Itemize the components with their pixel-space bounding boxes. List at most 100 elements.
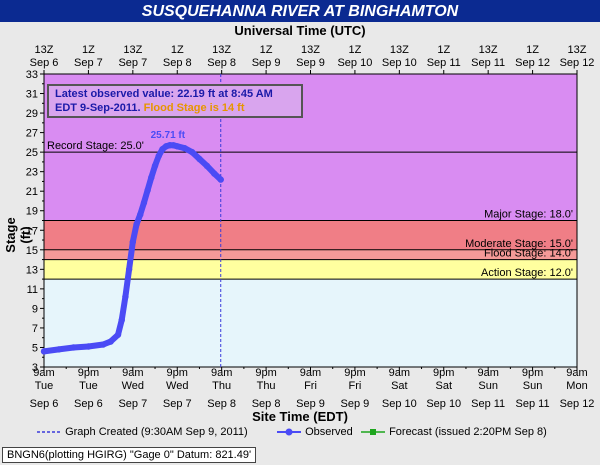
- y-tick-label-9: 21: [26, 186, 38, 198]
- top-tick-label-date-10: Sep 11: [471, 57, 505, 69]
- observed-point-8: [122, 293, 129, 300]
- bottom-tick-label-time-11: 9pm: [522, 367, 543, 379]
- moderate-zone: [44, 249, 577, 260]
- observed-point-13: [140, 199, 148, 207]
- top-tick-label-date-8: Sep 10: [382, 57, 417, 69]
- top-tick-label-time-6: 13Z: [301, 44, 320, 56]
- bottom-tick-label-day-4: Thu: [212, 380, 231, 392]
- y-tick-label-12: 27: [26, 128, 38, 140]
- observed-point-28: [217, 176, 224, 183]
- y-tick-label-3: 9: [32, 303, 38, 315]
- top-tick-label-time-7: 1Z: [348, 44, 361, 56]
- bottom-axis-title: Site Time (EDT): [252, 409, 348, 424]
- forecast-line-icon: [361, 429, 385, 436]
- top-tick-label-time-12: 13Z: [568, 44, 587, 56]
- top-tick-label-time-3: 1Z: [171, 44, 184, 56]
- bottom-tick-label-date-5: Sep 8: [252, 398, 281, 410]
- peak-label: 25.71 ft: [151, 130, 186, 141]
- observed-point-6: [114, 331, 122, 338]
- bottom-tick-label-time-1: 9pm: [78, 367, 99, 379]
- bottom-tick-label-day-5: Thu: [257, 380, 276, 392]
- bottom-tick-label-time-6: 9am: [300, 367, 321, 379]
- bottom-tick-label-time-10: 9am: [477, 367, 498, 379]
- top-tick-label-date-11: Sep 12: [515, 57, 550, 69]
- bottom-tick-label-date-11: Sep 11: [516, 398, 550, 410]
- bottom-tick-label-day-8: Sat: [391, 380, 408, 392]
- bottom-tick-label-date-4: Sep 8: [207, 398, 236, 410]
- bottom-tick-label-day-11: Sun: [523, 380, 543, 392]
- latest-observation-line1: Latest observed value: 22.19 ft at 8:45 …: [55, 88, 273, 100]
- bottom-tick-label-day-3: Wed: [166, 380, 188, 392]
- bottom-tick-label-time-9: 9pm: [433, 367, 454, 379]
- bottom-tick-label-date-2: Sep 7: [118, 398, 147, 410]
- latest-observation-box: Latest observed value: 22.19 ft at 8:45 …: [47, 84, 303, 118]
- bottom-tick-label-time-7: 9pm: [344, 367, 365, 379]
- bottom-tick-label-date-8: Sep 10: [382, 398, 417, 410]
- top-tick-label-time-11: 1Z: [526, 44, 539, 56]
- observed-point-4: [100, 341, 107, 348]
- top-tick-label-time-0: 13Z: [35, 44, 54, 56]
- top-tick-label-date-12: Sep 12: [560, 57, 595, 69]
- stage-label-4: Action Stage: 12.0': [481, 267, 573, 279]
- observed-point-9: [125, 266, 133, 273]
- bottom-tick-label-time-12: 9am: [566, 367, 587, 379]
- top-tick-label-time-5: 1Z: [260, 44, 273, 56]
- y-tick-label-14: 31: [26, 89, 38, 101]
- bottom-tick-label-day-9: Sat: [435, 380, 452, 392]
- observed-point-3: [85, 343, 92, 350]
- top-tick-label-time-10: 13Z: [479, 44, 498, 56]
- observed-point-27: [211, 170, 218, 177]
- latest-observation-line2: EDT 9-Sep-2011. Flood Stage is 14 ft: [55, 101, 295, 115]
- bottom-tick-label-time-0: 9am: [33, 367, 54, 379]
- legend-graph-created-label: Graph Created (9:30AM Sep 9, 2011): [65, 426, 248, 438]
- stage-label-1: Major Stage: 18.0': [484, 209, 573, 221]
- observed-point-16: [151, 162, 159, 170]
- normal-zone: [44, 279, 577, 367]
- observed-point-15: [148, 174, 155, 181]
- flood-stage-note: Flood Stage is 14 ft: [143, 102, 245, 114]
- top-axis-title: Universal Time (UTC): [234, 23, 366, 38]
- bottom-tick-label-date-3: Sep 7: [163, 398, 192, 410]
- top-tick-label-date-2: Sep 7: [118, 57, 147, 69]
- bottom-tick-label-day-6: Fri: [304, 380, 317, 392]
- observed-point-0: [40, 348, 48, 355]
- observed-point-26: [203, 162, 211, 170]
- top-tick-label-date-4: Sep 8: [207, 57, 236, 69]
- stage-label-3: Flood Stage: 14.0': [484, 248, 573, 260]
- y-tick-label-8: 19: [26, 206, 38, 218]
- observed-point-14: [144, 187, 151, 194]
- bottom-tick-label-date-1: Sep 6: [74, 398, 103, 410]
- top-tick-label-date-6: Sep 9: [296, 57, 325, 69]
- bottom-tick-label-date-7: Sep 9: [341, 398, 370, 410]
- observed-point-7: [118, 316, 125, 324]
- bottom-tick-label-time-2: 9am: [122, 367, 143, 379]
- above-major-zone: [44, 152, 577, 221]
- y-tick-label-0: 3: [32, 362, 38, 374]
- observed-point-25: [196, 155, 203, 163]
- bottom-tick-label-day-1: Tue: [79, 380, 98, 392]
- observed-line-icon: [277, 428, 301, 436]
- observed-point-17: [155, 152, 162, 160]
- top-tick-label-time-2: 13Z: [123, 44, 142, 56]
- y-tick-label-5: 13: [26, 264, 38, 276]
- legend-forecast-label: Forecast (issued 2:20PM Sep 8): [389, 426, 547, 438]
- top-tick-label-date-5: Sep 9: [252, 57, 281, 69]
- legend-observed-label: Observed: [305, 426, 353, 438]
- y-tick-label-10: 23: [26, 167, 38, 179]
- observed-point-12: [137, 211, 144, 218]
- latest-observation-date: EDT 9-Sep-2011.: [55, 102, 141, 114]
- observed-point-10: [129, 238, 137, 246]
- bottom-tick-label-day-2: Wed: [122, 380, 144, 392]
- top-tick-label-time-1: 1Z: [82, 44, 95, 56]
- top-tick-label-date-0: Sep 6: [30, 57, 59, 69]
- y-tick-label-2: 7: [32, 323, 38, 335]
- y-tick-label-1: 5: [32, 342, 38, 354]
- y-tick-label-4: 11: [27, 284, 38, 296]
- datum-footer: BNGN6(plotting HGIRG) "Gage 0" Datum: 82…: [2, 447, 257, 463]
- legend-forecast: Forecast (issued 2:20PM Sep 8): [360, 426, 547, 438]
- observed-point-23: [181, 145, 188, 152]
- flood-zone-band: [44, 259, 577, 280]
- y-tick-label-13: 29: [26, 108, 38, 120]
- top-tick-label-date-9: Sep 11: [427, 57, 461, 69]
